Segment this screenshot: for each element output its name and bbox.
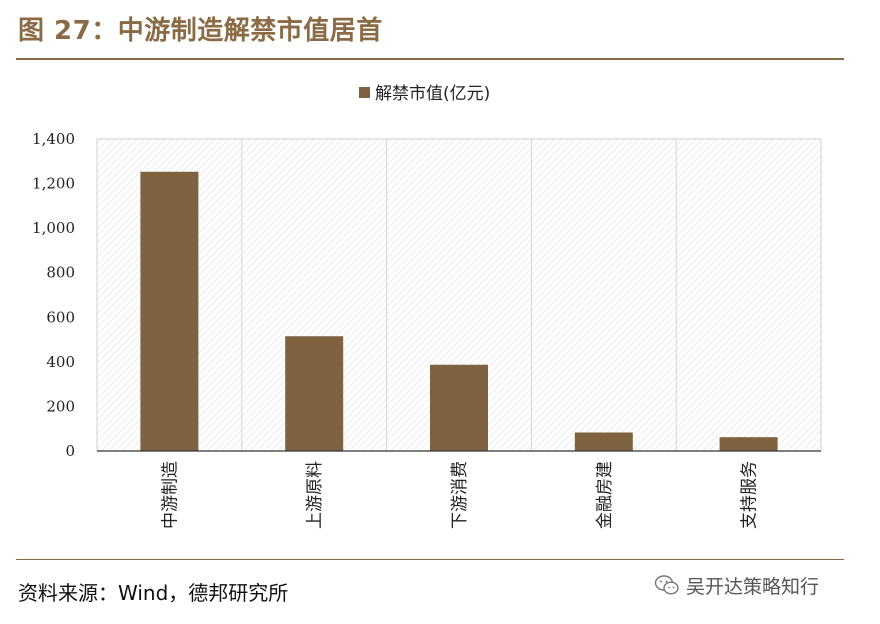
title-divider [16,58,844,60]
watermark-text: 吴开达策略知行 [686,575,820,598]
bars [140,171,778,451]
bar [285,336,344,451]
gridlines [241,139,677,451]
bar-chart: 0 200 400 600 800 1,000 1,200 1,400 中游制造 上游原料 下游消… [32,84,822,529]
y-tick-label: 400 [46,353,75,371]
x-category-label: 下游消费 [450,461,470,529]
x-category-label: 金融房建 [595,461,615,529]
y-tick-label: 600 [46,308,75,326]
y-tick-label: 1,000 [32,219,75,237]
y-tick-label: 200 [46,397,75,415]
watermark: 吴开达策略知行 [654,571,819,599]
y-axis-ticks: 0 200 400 600 800 1,000 1,200 1,400 [32,130,75,460]
y-tick-label: 0 [65,442,75,460]
legend: 解禁市值(亿元) [359,84,490,104]
x-axis-categories: 中游制造 上游原料 下游消费 金融房建 支持服务 [160,461,759,529]
bar [574,432,633,451]
y-tick-label: 1,200 [32,175,75,193]
y-tick-label: 1,400 [32,130,75,148]
legend-label: 解禁市值(亿元) [375,84,490,104]
bar [430,364,488,451]
page-title: 图 27：中游制造解禁市值居首 [18,16,383,46]
source-note: 资料来源：Wind，德邦研究所 [18,581,289,605]
footer-divider [16,559,844,560]
bar [719,437,778,451]
wechat-icon [654,575,679,595]
y-tick-label: 800 [46,264,75,282]
x-category-label: 中游制造 [160,461,180,529]
x-category-label: 支持服务 [740,461,760,529]
bar [140,171,199,451]
legend-swatch [359,87,370,98]
x-category-label: 上游原料 [305,461,325,529]
